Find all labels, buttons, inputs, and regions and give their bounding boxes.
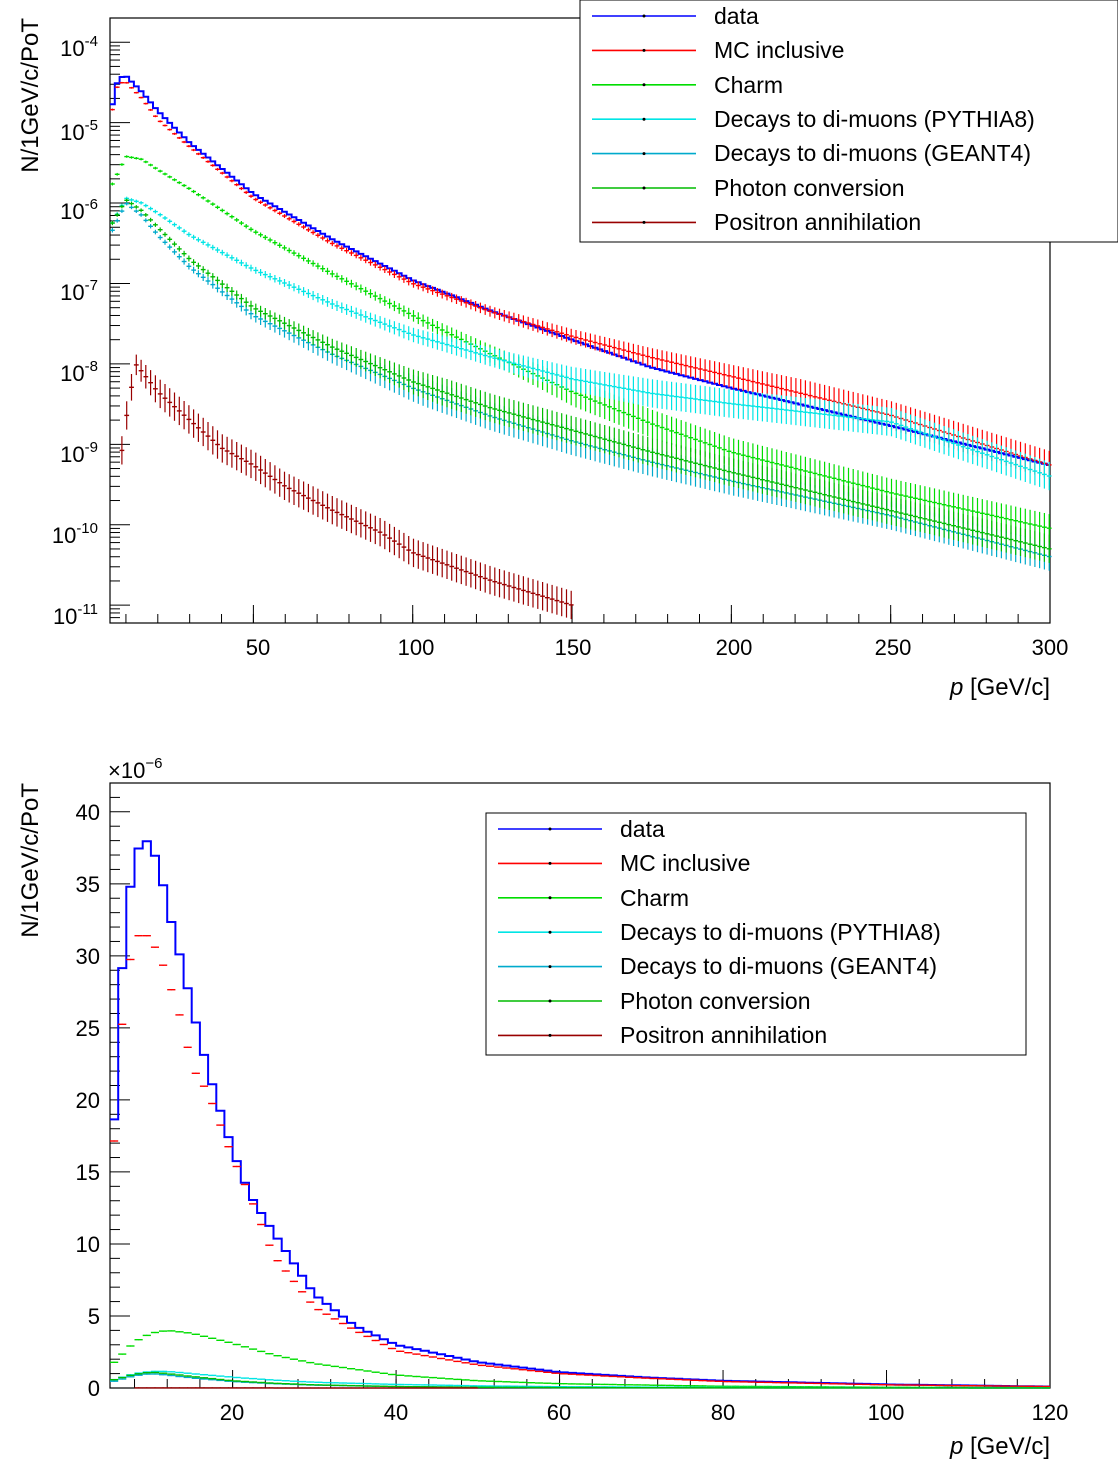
top-legend-marker-charm (642, 83, 646, 87)
top-legend-label: Decays to di-muons (PYTHIA8) (714, 106, 1035, 132)
top-y-tick-label: 10-5 (60, 117, 98, 145)
top-y-tick-labels: 10-4 10-5 10-6 10-7 10-8 10-9 10-10 10-1… (52, 33, 98, 629)
top-y-tick-label: 10-6 (60, 196, 98, 224)
bottom-y-tick-label: 20 (76, 1088, 100, 1113)
top-legend-marker-pythia (642, 117, 646, 121)
top-legend-label: Photon conversion (714, 175, 905, 201)
bottom-y-tick-label: 5 (88, 1304, 100, 1329)
bottom-y-multiplier: ×10−6 (108, 755, 162, 783)
bottom-legend-marker-pythia (548, 930, 552, 934)
top-legend-label: MC inclusive (714, 37, 844, 63)
bottom-legend-marker-geant (548, 965, 552, 969)
bottom-y-tick-label: 10 (76, 1232, 100, 1257)
top-series-positron (119, 354, 574, 620)
top-legend-label: Decays to di-muons (GEANT4) (714, 140, 1031, 166)
top-x-tick-label: 300 (1032, 635, 1069, 660)
bottom-legend-box (485, 812, 1027, 1056)
bottom-legend-label: Decays to di-muons (GEANT4) (620, 953, 937, 979)
bottom-y-tick-label: 30 (76, 944, 100, 969)
bottom-y-axis-title: N/1GeV/c/PoT (17, 783, 44, 938)
top-legend-label: Charm (714, 72, 783, 98)
bottom-legend-label: Charm (620, 885, 689, 911)
top-y-axis-title: N/1GeV/c/PoT (17, 18, 44, 173)
bottom-y-tick-label: 25 (76, 1016, 100, 1041)
top-legend-marker-geant (642, 152, 646, 156)
top-legend-label: Positron annihilation (714, 209, 921, 235)
top-series-photon (110, 198, 1052, 563)
top-x-tick-label: 200 (716, 635, 753, 660)
bottom-legend-marker-mc (548, 861, 552, 865)
bottom-x-tick-label: 120 (1032, 1400, 1069, 1425)
bottom-legend-marker-photon (548, 999, 552, 1003)
bottom-legend-marker-charm (548, 896, 552, 900)
bottom-series-mc (110, 935, 1050, 1388)
top-x-tick-labels: 50 100 150 200 250 300 (246, 635, 1069, 660)
bottom-series-photon (110, 1371, 1050, 1389)
bottom-y-tick-label: 35 (76, 872, 100, 897)
bottom-legend-marker-data (548, 827, 552, 831)
bottom-x-tick-label: 20 (220, 1400, 244, 1425)
top-x-axis-title: p [GeV/c] (949, 674, 1050, 701)
bottom-x-tick-label: 80 (711, 1400, 735, 1425)
top-x-tick-label: 250 (875, 635, 912, 660)
bottom-y-tick-label: 15 (76, 1160, 100, 1185)
top-series-pythia (110, 196, 1052, 491)
bottom-y-tick-labels: 0 5 10 15 20 25 30 35 40 (76, 800, 100, 1401)
top-legend-label: data (714, 3, 759, 29)
bottom-legend-label: Photon conversion (620, 988, 811, 1014)
bottom-x-tick-labels: 20 40 60 80 100 120 (220, 1400, 1069, 1425)
bottom-series-group (110, 840, 1050, 1389)
bottom-legend-label: Positron annihilation (620, 1022, 827, 1048)
top-x-tick-label: 50 (246, 635, 270, 660)
bottom-legend-label: Decays to di-muons (PYTHIA8) (620, 919, 941, 945)
top-legend-marker-mc (642, 48, 646, 52)
top-x-tick-label: 150 (555, 635, 592, 660)
bottom-y-tick-label: 0 (88, 1376, 100, 1401)
top-legend-box (579, 0, 1118, 243)
top-legend: data MC inclusive Charm Decays to di-muo… (579, 0, 1118, 243)
bottom-x-tick-label: 60 (547, 1400, 571, 1425)
top-panel: 10-4 10-5 10-6 10-7 10-8 10-9 10-10 10-1… (17, 0, 1118, 701)
top-series-group (110, 75, 1052, 620)
bottom-series-positron (134, 1387, 478, 1389)
bottom-x-tick-label: 100 (868, 1400, 905, 1425)
bottom-panel: 0 5 10 15 20 25 30 35 40 20 40 60 80 100… (17, 755, 1068, 1460)
bottom-legend: data MC inclusive Charm Decays to di-muo… (485, 812, 1027, 1056)
bottom-legend-marker-positron (548, 1033, 552, 1037)
top-legend-marker-positron (642, 220, 646, 224)
bottom-x-axis-title: p [GeV/c] (949, 1433, 1050, 1460)
top-legend-marker-photon (642, 186, 646, 190)
bottom-legend-label: MC inclusive (620, 850, 750, 876)
bottom-y-tick-label: 40 (76, 800, 100, 825)
top-legend-marker-data (642, 14, 646, 18)
top-axis-ticks (110, 17, 1051, 624)
top-x-tick-label: 100 (398, 635, 435, 660)
bottom-legend-label: data (620, 816, 665, 842)
bottom-x-tick-label: 40 (384, 1400, 408, 1425)
